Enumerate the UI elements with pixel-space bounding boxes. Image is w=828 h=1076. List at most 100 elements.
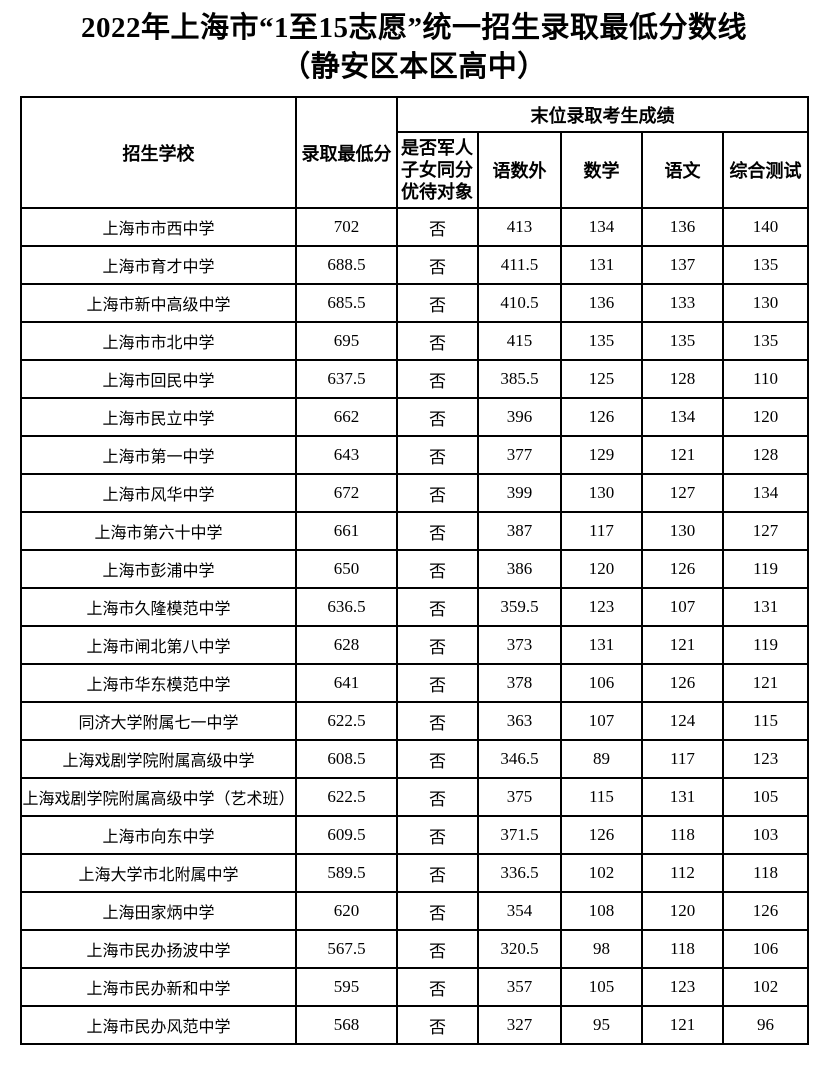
math-score-cell: 102 xyxy=(560,853,643,893)
military-pref-cell: 否 xyxy=(396,473,479,513)
military-pref-cell: 否 xyxy=(396,663,479,703)
table-row: 上海大学市北附属中学 589.5 否 336.5 102 112 118 xyxy=(20,853,810,893)
military-pref-cell: 否 xyxy=(396,397,479,437)
school-name-cell: 同济大学附属七一中学 xyxy=(20,701,297,741)
chinese-score-cell: 127 xyxy=(641,473,724,513)
chinese-math-english-score-cell: 378 xyxy=(477,663,562,703)
chinese-math-english-score-cell: 354 xyxy=(477,891,562,931)
table-row: 上海市久隆模范中学 636.5 否 359.5 123 107 131 xyxy=(20,587,810,627)
table-row: 上海市民办新和中学 595 否 357 105 123 102 xyxy=(20,967,810,1007)
comprehensive-score-cell: 130 xyxy=(721,283,810,323)
comprehensive-score-cell: 127 xyxy=(721,511,810,551)
min-score-cell: 672 xyxy=(295,473,398,513)
chinese-score-cell: 117 xyxy=(641,739,724,779)
table-row: 上海市民办风范中学 568 否 327 95 121 96 xyxy=(20,1005,810,1045)
min-score-cell: 643 xyxy=(295,435,398,475)
comprehensive-score-cell: 102 xyxy=(721,967,810,1007)
school-name-cell: 上海市育才中学 xyxy=(20,245,297,285)
header-min-score: 录取最低分 xyxy=(295,96,398,209)
military-pref-cell: 否 xyxy=(396,929,479,969)
math-score-cell: 126 xyxy=(560,397,643,437)
math-score-cell: 123 xyxy=(560,587,643,627)
military-pref-cell: 否 xyxy=(396,245,479,285)
school-name-cell: 上海市市北中学 xyxy=(20,321,297,361)
school-name-cell: 上海大学市北附属中学 xyxy=(20,853,297,893)
military-pref-cell: 否 xyxy=(396,739,479,779)
table-row: 上海市市西中学 702 否 413 134 136 140 xyxy=(20,207,810,247)
math-score-cell: 115 xyxy=(560,777,643,817)
chinese-score-cell: 123 xyxy=(641,967,724,1007)
chinese-score-cell: 131 xyxy=(641,777,724,817)
chinese-math-english-score-cell: 386 xyxy=(477,549,562,589)
header-military-child-preference: 是否军人子女同分优待对象 xyxy=(396,131,479,209)
math-score-cell: 131 xyxy=(560,245,643,285)
min-score-cell: 595 xyxy=(295,967,398,1007)
header-last-admitted-scores-group: 末位录取考生成绩 xyxy=(395,96,810,133)
school-name-cell: 上海田家炳中学 xyxy=(20,891,297,931)
table-row: 上海田家炳中学 620 否 354 108 120 126 xyxy=(20,891,810,931)
min-score-cell: 650 xyxy=(295,549,398,589)
comprehensive-score-cell: 120 xyxy=(721,397,810,437)
table-row: 上海市新中高级中学 685.5 否 410.5 136 133 130 xyxy=(20,283,810,323)
comprehensive-score-cell: 140 xyxy=(721,207,810,247)
military-pref-cell: 否 xyxy=(396,321,479,361)
chinese-score-cell: 121 xyxy=(641,625,724,665)
math-score-cell: 89 xyxy=(560,739,643,779)
school-name-cell: 上海市第六十中学 xyxy=(20,511,297,551)
chinese-score-cell: 121 xyxy=(641,435,724,475)
school-name-cell: 上海市民办新和中学 xyxy=(20,967,297,1007)
military-pref-cell: 否 xyxy=(396,511,479,551)
chinese-score-cell: 126 xyxy=(641,549,724,589)
military-pref-cell: 否 xyxy=(396,587,479,627)
chinese-score-cell: 118 xyxy=(641,929,724,969)
min-score-cell: 641 xyxy=(295,663,398,703)
chinese-math-english-score-cell: 359.5 xyxy=(477,587,562,627)
math-score-cell: 120 xyxy=(560,549,643,589)
chinese-score-cell: 120 xyxy=(641,891,724,931)
table-row: 同济大学附属七一中学 622.5 否 363 107 124 115 xyxy=(20,701,810,741)
chinese-math-english-score-cell: 415 xyxy=(477,321,562,361)
min-score-cell: 636.5 xyxy=(295,587,398,627)
chinese-math-english-score-cell: 375 xyxy=(477,777,562,817)
military-pref-cell: 否 xyxy=(396,207,479,247)
chinese-score-cell: 107 xyxy=(641,587,724,627)
header-math: 数学 xyxy=(560,131,643,209)
table-row: 上海市市北中学 695 否 415 135 135 135 xyxy=(20,321,810,361)
min-score-cell: 685.5 xyxy=(295,283,398,323)
chinese-math-english-score-cell: 336.5 xyxy=(477,853,562,893)
table-row: 上海市民办扬波中学 567.5 否 320.5 98 118 106 xyxy=(20,929,810,969)
comprehensive-score-cell: 128 xyxy=(721,435,810,475)
page-title-line2: （静安区本区高中） xyxy=(281,51,547,83)
comprehensive-score-cell: 131 xyxy=(721,587,810,627)
page-title-line1: 2022年上海市“1至15志愿”统一招生录取最低分数线 xyxy=(80,12,747,44)
table-row: 上海市民立中学 662 否 396 126 134 120 xyxy=(20,397,810,437)
chinese-math-english-score-cell: 363 xyxy=(477,701,562,741)
min-score-cell: 661 xyxy=(295,511,398,551)
math-score-cell: 108 xyxy=(560,891,643,931)
military-pref-cell: 否 xyxy=(396,625,479,665)
comprehensive-score-cell: 135 xyxy=(721,321,810,361)
min-score-cell: 662 xyxy=(295,397,398,437)
school-name-cell: 上海市第一中学 xyxy=(20,435,297,475)
min-score-cell: 695 xyxy=(295,321,398,361)
math-score-cell: 106 xyxy=(560,663,643,703)
military-pref-cell: 否 xyxy=(396,1005,479,1045)
min-score-cell: 609.5 xyxy=(295,815,398,855)
math-score-cell: 136 xyxy=(560,283,643,323)
school-name-cell: 上海市久隆模范中学 xyxy=(20,587,297,627)
min-score-cell: 608.5 xyxy=(295,739,398,779)
header-row-sub: 是否军人子女同分优待对象 语数外 数学 语文 综合测试 xyxy=(21,131,810,209)
comprehensive-score-cell: 126 xyxy=(721,891,810,931)
table-row: 上海市第一中学 643 否 377 129 121 128 xyxy=(20,435,810,475)
math-score-cell: 98 xyxy=(560,929,643,969)
min-score-cell: 702 xyxy=(295,207,398,247)
comprehensive-score-cell: 121 xyxy=(721,663,810,703)
chinese-score-cell: 133 xyxy=(641,283,724,323)
math-score-cell: 107 xyxy=(560,701,643,741)
comprehensive-score-cell: 103 xyxy=(721,815,810,855)
header-comprehensive-test: 综合测试 xyxy=(721,131,810,209)
school-name-cell: 上海市民立中学 xyxy=(20,397,297,437)
table-row: 上海市风华中学 672 否 399 130 127 134 xyxy=(20,473,810,513)
military-pref-cell: 否 xyxy=(396,853,479,893)
chinese-score-cell: 121 xyxy=(641,1005,724,1045)
